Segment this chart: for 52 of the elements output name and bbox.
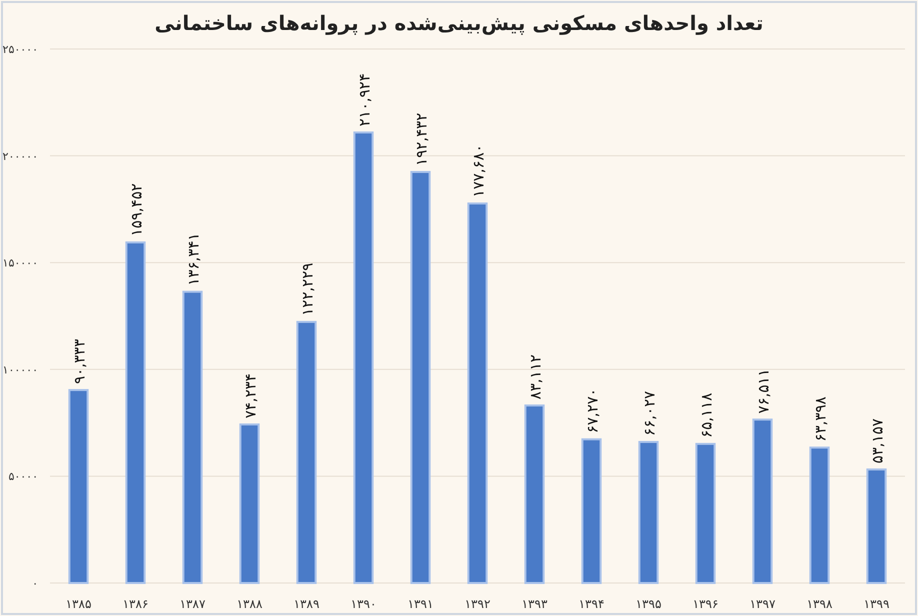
x-tick-label: ۱۳۹۶ <box>692 597 718 611</box>
x-tick-label: ۱۳۹۲ <box>464 597 490 611</box>
x-tick-label: ۱۳۹۱ <box>408 597 434 611</box>
bar <box>809 446 830 584</box>
data-label: ۶۶,۰۲۷ <box>640 390 658 436</box>
data-label: ۱۳۶,۳۴۱ <box>184 232 202 286</box>
x-tick-label: ۱۳۹۸ <box>806 597 833 611</box>
x-tick-label: ۱۳۹۰ <box>350 597 376 611</box>
data-label: ۶۷,۲۷۰ <box>584 388 602 434</box>
y-tick-label: ۲۵۰۰۰۰ <box>2 43 38 56</box>
y-tick-label: ۰ <box>32 577 38 590</box>
y-tick-label: ۲۰۰۰۰۰ <box>2 150 38 163</box>
bar <box>125 241 146 584</box>
data-label: ۷۶,۵۱۱ <box>754 368 772 414</box>
data-label: ۶۵,۱۱۸ <box>698 392 716 438</box>
data-label: ۷۴,۲۳۴ <box>242 373 260 418</box>
data-label: ۱۹۲,۴۳۲ <box>412 112 430 166</box>
bar <box>68 389 89 584</box>
bar <box>182 290 203 584</box>
data-label: ۸۳,۱۱۲ <box>526 354 544 400</box>
y-tick-label: ۱۵۰۰۰۰ <box>2 256 38 270</box>
data-label: ۲۱۰,۹۲۴ <box>356 73 374 126</box>
x-tick-label: ۱۳۹۷ <box>750 597 776 611</box>
bar <box>353 131 374 584</box>
x-tick-label: ۱۳۹۹ <box>864 597 890 611</box>
x-tick-label: ۱۳۸۸ <box>236 597 263 611</box>
data-label: ۱۵۹,۴۵۲ <box>128 183 146 236</box>
y-tick-label: ۵۰۰۰۰ <box>8 470 38 484</box>
bar <box>296 320 317 584</box>
bar <box>695 442 716 584</box>
x-tick-label: ۱۳۸۵ <box>66 597 92 611</box>
y-tick-label: ۱۰۰۰۰۰ <box>2 363 38 376</box>
bar <box>752 418 773 584</box>
data-label: ۶۳,۳۹۸ <box>812 396 830 442</box>
bar <box>866 468 887 584</box>
bar <box>581 438 602 584</box>
bar <box>638 440 659 584</box>
data-label: ۵۳,۱۵۷ <box>868 418 886 464</box>
bar <box>410 170 431 584</box>
x-tick-label: ۱۳۹۴ <box>578 597 604 611</box>
chart-title: تعداد واحدهای مسکونی پیش‌بینی‌شده در پروانه‌های ساختمانی <box>154 11 764 35</box>
x-tick-label: ۱۳۹۳ <box>522 597 548 611</box>
x-tick-label: ۱۳۸۶ <box>122 597 148 611</box>
data-label: ۹۰,۳۳۳ <box>70 338 88 384</box>
x-tick-label: ۱۳۹۵ <box>636 597 662 611</box>
bar <box>239 423 260 584</box>
x-tick-label: ۱۳۸۷ <box>180 597 206 611</box>
bar <box>467 202 488 584</box>
bar <box>524 404 545 584</box>
data-label: ۱۷۷,۶۸۰ <box>470 144 488 198</box>
data-label: ۱۲۲,۲۲۹ <box>298 262 316 316</box>
x-tick-label: ۱۳۸۹ <box>294 597 320 611</box>
